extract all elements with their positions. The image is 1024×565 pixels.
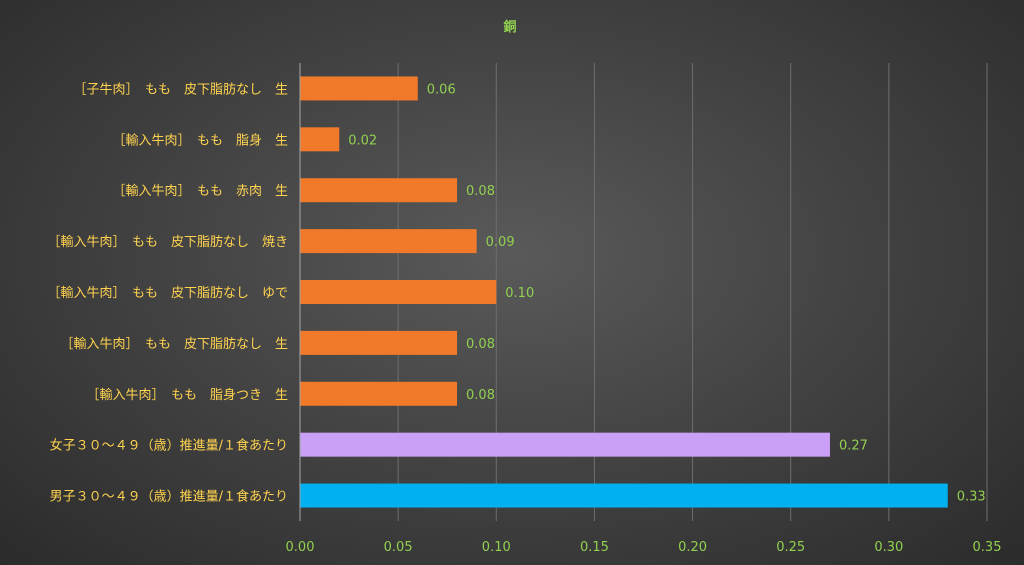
bar <box>300 127 340 152</box>
category-label: ［輸入牛肉］ もも 脂身 生 <box>112 132 288 148</box>
category-label: 男子３０～４９（歳）推進量/１食あたり <box>50 489 288 505</box>
labels-layer: 0.00 0.05 0.10 0.15 0.20 0.25 0.30 0.35 ［子牛肉］ もも… <box>47 81 1001 555</box>
category-label: 女子３０～４９（歳）推進量/１食あたり <box>50 438 288 454</box>
category-label: ［輸入牛肉］ もも 脂身つき 生 <box>86 387 288 403</box>
x-tick-label: 0.30 <box>874 540 903 555</box>
data-label: 0.10 <box>505 286 534 301</box>
bar <box>300 432 830 457</box>
data-label: 0.06 <box>427 82 456 97</box>
category-label: ［子牛肉］ もも 皮下脂肪なし 生 <box>73 81 288 97</box>
category-label: ［輸入牛肉］ もも 赤肉 生 <box>112 184 288 199</box>
category-label: ［輸入牛肉］ もも 皮下脂肪なし 生 <box>60 336 288 352</box>
data-label: 0.08 <box>466 388 495 403</box>
x-tick-label: 0.20 <box>678 540 707 555</box>
bar <box>300 280 497 304</box>
grid-layer <box>397 63 988 521</box>
x-tick-label: 0.15 <box>580 540 609 555</box>
chart-title: 銅 <box>503 19 516 35</box>
data-label: 0.02 <box>348 133 377 148</box>
x-tick-label: 0.05 <box>384 540 413 555</box>
data-label: 0.27 <box>839 439 868 454</box>
bar <box>300 381 458 406</box>
x-tick-label: 0.35 <box>973 540 1002 555</box>
x-tick-label: 0.00 <box>286 540 315 555</box>
data-label: 0.33 <box>957 490 986 505</box>
bar <box>300 229 477 254</box>
x-tick-label: 0.10 <box>482 540 511 555</box>
data-label: 0.08 <box>466 184 495 199</box>
data-label: 0.09 <box>486 235 515 250</box>
bar <box>300 76 418 101</box>
bar <box>300 483 948 508</box>
category-label: ［輸入牛肉］ もも 皮下脂肪なし 焼き <box>47 234 288 250</box>
data-label: 0.08 <box>466 337 495 352</box>
bars-layer <box>300 76 948 508</box>
bar <box>300 330 458 355</box>
x-tick-label: 0.25 <box>776 540 805 555</box>
category-label: ［輸入牛肉］ もも 皮下脂肪なし ゆで <box>47 285 288 301</box>
bar <box>300 178 458 203</box>
